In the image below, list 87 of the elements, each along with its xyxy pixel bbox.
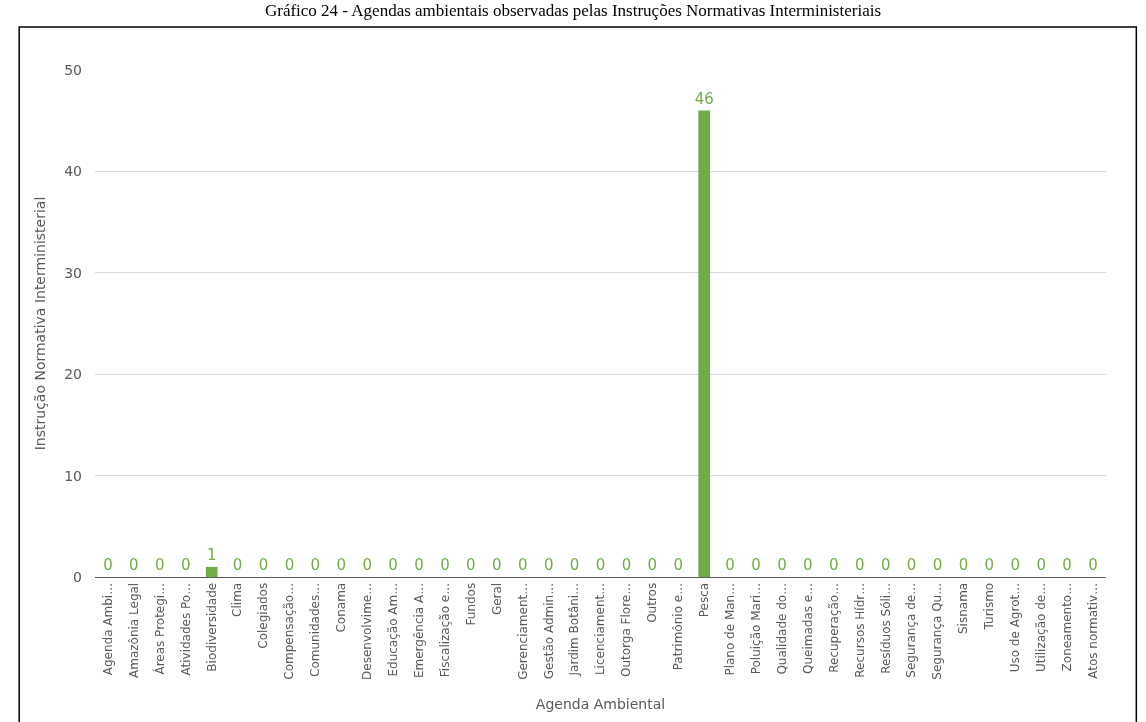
y-tick-label: 10: [64, 467, 82, 484]
data-label: 0: [517, 556, 528, 574]
data-label: 0: [621, 556, 632, 574]
x-tick-label: Recursos Hídr…: [852, 582, 867, 678]
x-tick-label: Amazônia Legal: [126, 582, 141, 678]
data-label: 0: [777, 556, 787, 574]
data-label: 0: [180, 556, 191, 574]
x-tick-label: Geral: [489, 582, 504, 616]
x-tick-label: Clima: [230, 582, 245, 617]
x-tick-label: Poluição Mari…: [748, 582, 763, 675]
data-label: 0: [725, 556, 735, 574]
x-tick-label: Fundos: [463, 582, 478, 626]
data-label: 0: [829, 556, 839, 574]
data-label: 0: [569, 556, 580, 574]
x-tick-label: Desenvolvime…: [360, 582, 375, 680]
x-tick-label: Licenciament…: [593, 582, 608, 676]
data-label: 0: [1010, 556, 1021, 574]
x-tick-label: Comunidades…: [308, 582, 323, 677]
x-tick-label: Biodiversidade: [204, 582, 219, 672]
x-tick-label: Utilização de…: [1034, 582, 1049, 673]
x-tick-label: Pesca: [697, 582, 712, 618]
data-label: 0: [1036, 556, 1046, 574]
data-label: 0: [543, 556, 554, 574]
x-tick-label: Jardim Botâni…: [567, 582, 582, 677]
data-label: 0: [232, 556, 243, 574]
data-label: 0: [647, 556, 658, 574]
data-label: 0: [129, 556, 139, 574]
data-label: 0: [1088, 556, 1098, 574]
x-tick-label: Atos normativ…: [1085, 582, 1100, 679]
x-tick-label: Outros: [645, 582, 660, 623]
data-label: 1: [206, 545, 217, 564]
x-tick-label: Segurança de…: [904, 582, 919, 678]
data-label: 0: [336, 556, 347, 574]
x-tick-label: Outorga Flore…: [619, 582, 634, 678]
x-tick-label: Qualidade do…: [774, 582, 789, 675]
x-tick-label: Plano de Man…: [723, 582, 738, 676]
x-tick-label: Recuperação…: [826, 582, 841, 673]
data-label: 0: [880, 556, 891, 574]
y-tick-label: 0: [73, 568, 82, 585]
chart-title: Gráfico 24 - Agendas ambientais observadas pelas Instruções Normativas Interministeriais: [264, 0, 882, 20]
data-label: 0: [595, 556, 606, 574]
y-axis-title: Instrução Normativa Interministerial: [31, 196, 48, 451]
data-label: 0: [310, 556, 321, 574]
x-tick-label: Áreas Protegi…: [151, 582, 167, 675]
data-label: 0: [414, 556, 424, 574]
data-label: 0: [751, 556, 761, 574]
data-label: 0: [673, 556, 684, 574]
x-tick-label: Gestão Admin…: [541, 582, 556, 680]
x-tick-label: Gerenciament…: [515, 582, 530, 680]
data-label: 0: [388, 556, 398, 574]
data-label: 0: [155, 556, 165, 574]
data-label: 0: [440, 556, 450, 574]
x-tick-label: Emergência A…: [411, 582, 426, 679]
data-label: 0: [854, 556, 865, 574]
data-label: 0: [803, 556, 813, 574]
data-label: 0: [362, 556, 372, 574]
data-label: 0: [103, 556, 113, 574]
x-tick-label: Atividades Po…: [178, 582, 193, 676]
x-tick-label: Fiscalização e…: [437, 582, 452, 678]
data-label: 0: [1062, 556, 1072, 574]
x-tick-label: Queimadas e…: [800, 582, 815, 675]
x-tick-label: Compensação…: [282, 582, 297, 680]
data-label: 0: [984, 556, 995, 574]
x-tick-label: Resíduos Sóli…: [878, 582, 893, 674]
y-tick-label: 40: [64, 163, 82, 180]
data-label: 0: [958, 556, 969, 574]
x-tick-label: Agenda Ambi…: [100, 582, 115, 676]
x-tick-label: Educação Am…: [386, 582, 401, 677]
x-tick-label: Uso de Agrot…: [1008, 582, 1023, 673]
x-tick-label: Patrimônio e…: [671, 582, 686, 671]
data-label: 0: [906, 556, 917, 574]
data-label: 0: [284, 556, 295, 574]
x-tick-label: Colegiados: [256, 582, 271, 649]
y-tick-label: 20: [64, 366, 82, 383]
y-tick-label: 50: [64, 61, 82, 78]
x-tick-label: Zoneamento…: [1060, 582, 1075, 672]
x-tick-label: Conama: [334, 582, 349, 633]
x-axis-title: Agenda Ambiental: [535, 696, 666, 713]
data-label: 0: [932, 556, 943, 574]
data-label: 0: [492, 556, 502, 574]
x-tick-label: Sisnama: [956, 582, 971, 635]
x-tick-label: Segurança Qu…: [930, 582, 945, 680]
x-tick-label: Turismo: [982, 582, 997, 631]
data-label: 0: [258, 556, 269, 574]
data-label: 0: [466, 556, 476, 574]
data-label: 46: [694, 89, 714, 108]
y-tick-label: 30: [64, 264, 82, 281]
